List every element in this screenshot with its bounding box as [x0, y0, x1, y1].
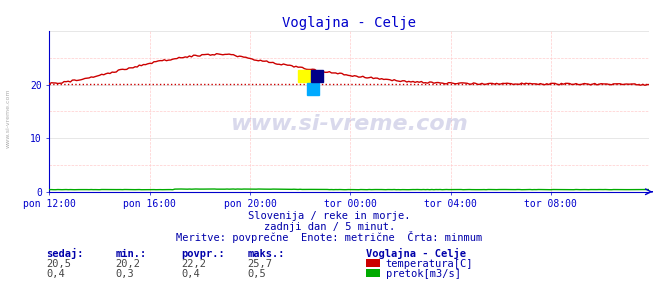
Text: 0,4: 0,4 [46, 269, 65, 279]
Text: 0,4: 0,4 [181, 269, 200, 279]
Text: povpr.:: povpr.: [181, 249, 225, 259]
Text: temperatura[C]: temperatura[C] [386, 259, 473, 269]
Text: Voglajna - Celje: Voglajna - Celje [366, 248, 466, 259]
Text: 20,5: 20,5 [46, 259, 71, 269]
Text: zadnji dan / 5 minut.: zadnji dan / 5 minut. [264, 222, 395, 232]
Text: www.si-vreme.com: www.si-vreme.com [6, 89, 11, 148]
Text: maks.:: maks.: [247, 249, 285, 259]
Text: Slovenija / reke in morje.: Slovenija / reke in morje. [248, 211, 411, 221]
Text: 22,2: 22,2 [181, 259, 206, 269]
Text: min.:: min.: [115, 249, 146, 259]
Text: Meritve: povprečne  Enote: metrične  Črta: minmum: Meritve: povprečne Enote: metrične Črta:… [177, 231, 482, 243]
Text: 25,7: 25,7 [247, 259, 272, 269]
Title: Voglajna - Celje: Voglajna - Celje [282, 16, 416, 30]
Text: 20,2: 20,2 [115, 259, 140, 269]
Text: 0,5: 0,5 [247, 269, 266, 279]
Text: sedaj:: sedaj: [46, 248, 84, 259]
Text: www.si-vreme.com: www.si-vreme.com [231, 114, 468, 134]
Text: pretok[m3/s]: pretok[m3/s] [386, 269, 461, 279]
Text: 0,3: 0,3 [115, 269, 134, 279]
